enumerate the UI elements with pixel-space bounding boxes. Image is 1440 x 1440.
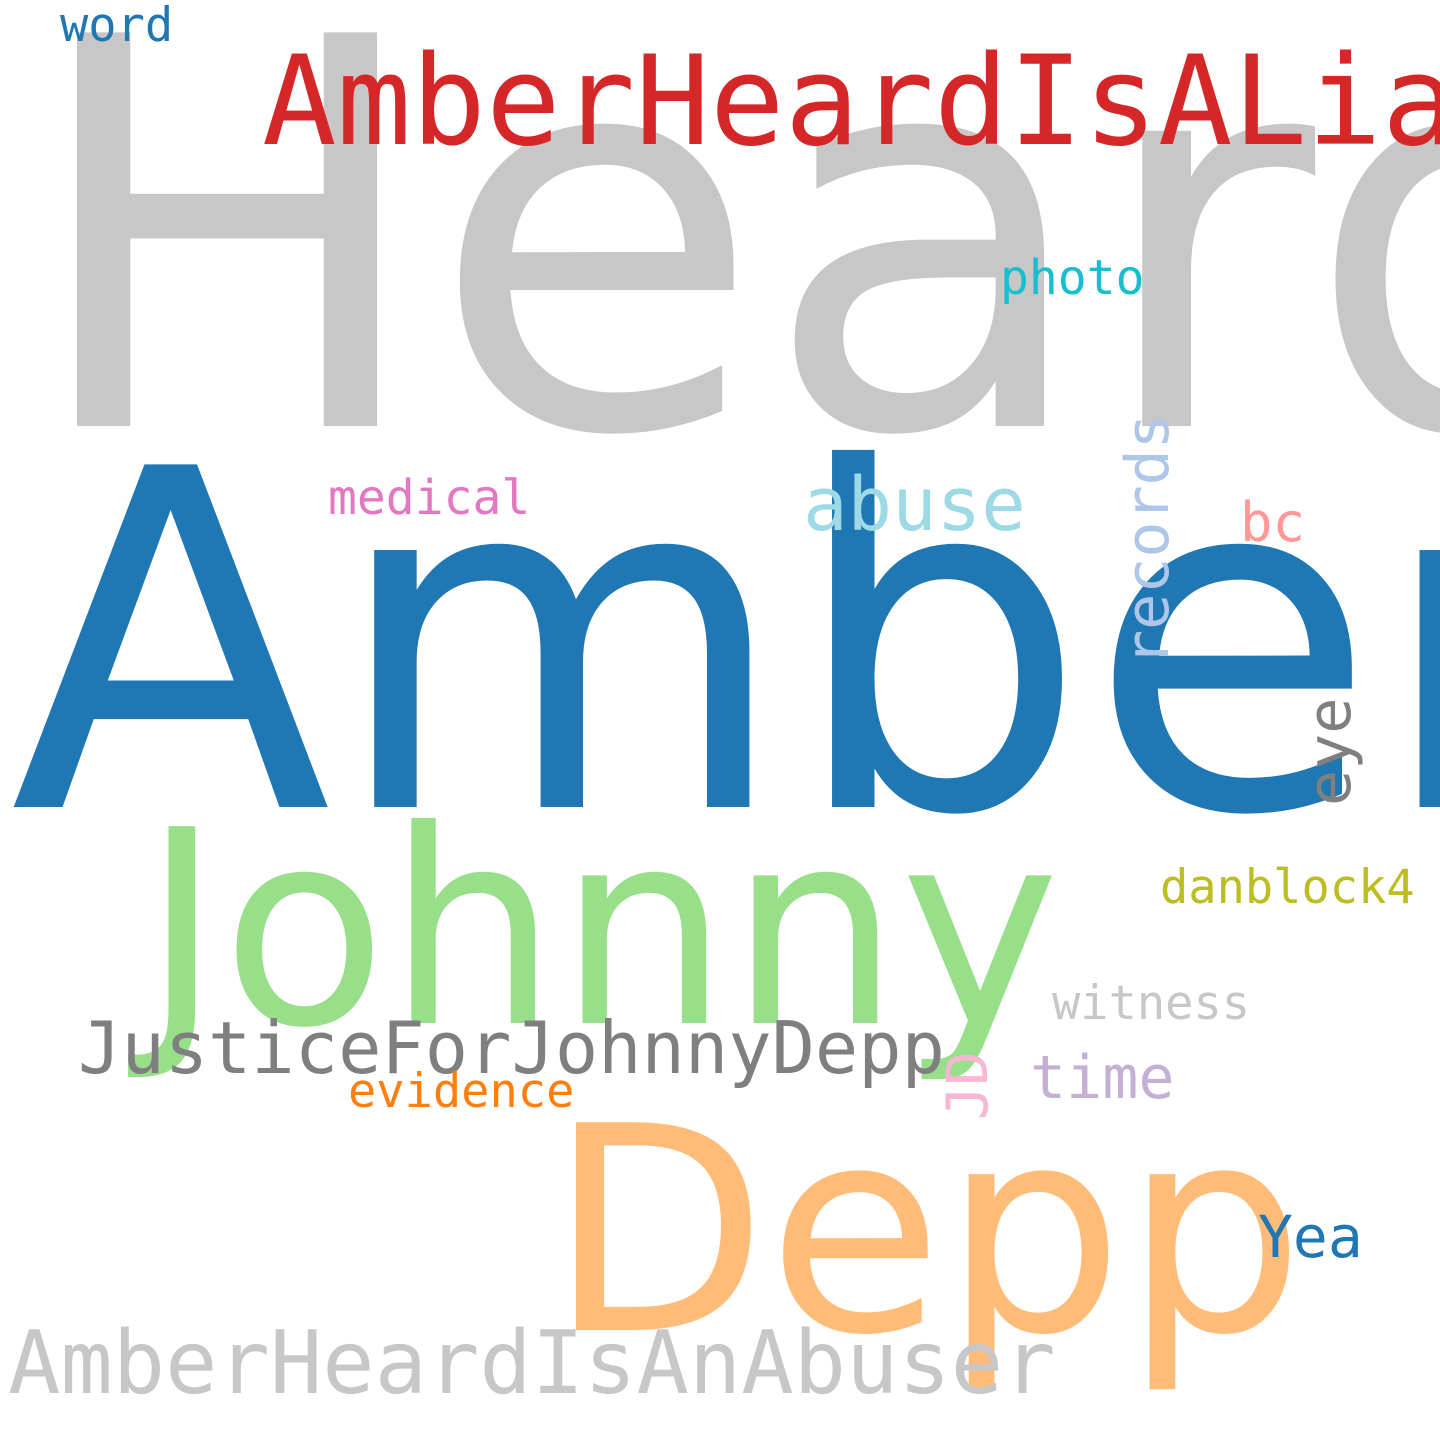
word-photo: photo bbox=[1000, 250, 1145, 306]
word-depp: Depp bbox=[548, 1066, 1305, 1398]
word-eye: eye bbox=[1295, 697, 1365, 806]
word-medical: medical bbox=[328, 470, 531, 526]
word-johnny: Johnny bbox=[142, 772, 1060, 1087]
word-records: records bbox=[1113, 413, 1183, 666]
word-amber: Amber bbox=[10, 371, 1440, 918]
word-time: time bbox=[1030, 1043, 1175, 1113]
word-bc: bc bbox=[1240, 491, 1306, 554]
word-witness: witness bbox=[1052, 976, 1251, 1031]
word-justiceforjohnnydepp: JusticeForJohnnyDepp bbox=[78, 1006, 945, 1090]
word-danblock4: danblock4 bbox=[1160, 860, 1415, 915]
word-heard: Heard bbox=[24, 0, 1440, 554]
word-yea: Yea bbox=[1258, 1203, 1363, 1271]
word-abuse: abuse bbox=[803, 462, 1026, 548]
word-evidence: evidence bbox=[348, 1064, 575, 1119]
word-amberheardisanabuser: AmberHeardIsAnAbuser bbox=[8, 1312, 1056, 1414]
word-amberheardisaliar: AmberHeardIsALiar bbox=[262, 30, 1440, 174]
word-word: word bbox=[60, 0, 174, 53]
word-jd: JD bbox=[935, 1051, 1001, 1120]
